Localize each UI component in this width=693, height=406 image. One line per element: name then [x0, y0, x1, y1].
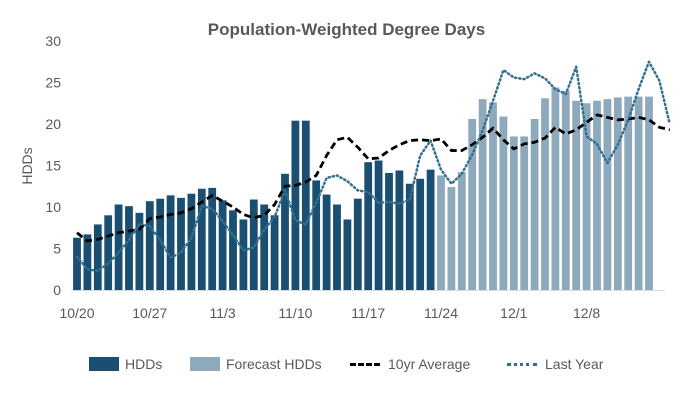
legend-item-last-year: Last Year — [507, 356, 603, 372]
bar-hdds — [353, 198, 362, 290]
bar-forecast-hdds — [530, 119, 539, 291]
bar-forecast-hdds — [541, 98, 549, 291]
x-tick-label: 10/20 — [59, 305, 94, 321]
y-tick-label: 15 — [45, 158, 61, 174]
x-tick-label: 12/1 — [500, 305, 527, 321]
y-tick-label: 5 — [53, 241, 61, 257]
bar-hdds — [135, 212, 144, 290]
y-tick-label: 0 — [53, 282, 61, 298]
bar-hdds — [114, 204, 123, 290]
bar-hdds — [249, 199, 258, 290]
bar-hdds — [208, 187, 217, 290]
bar-forecast-hdds — [478, 99, 487, 290]
bar-forecast-hdds — [551, 87, 560, 290]
bar-forecast-hdds — [447, 187, 456, 290]
legend-label-10yr-average: 10yr Average — [388, 356, 471, 372]
bar-hdds — [93, 224, 102, 290]
x-tick-label: 12/8 — [573, 305, 600, 321]
bar-hdds — [281, 173, 289, 290]
bar-series-group — [73, 87, 653, 291]
bar-hdds — [426, 169, 435, 290]
bar-forecast-hdds — [509, 136, 518, 290]
bar-forecast-hdds — [582, 103, 591, 290]
line-last-year — [75, 60, 672, 273]
bar-hdds — [239, 219, 248, 290]
legend-swatch-forecast-hdds — [190, 357, 220, 371]
bar-forecast-hdds — [489, 102, 497, 290]
bar-forecast-hdds — [572, 100, 581, 290]
bar-hdds — [301, 120, 310, 291]
bar-hdds — [83, 234, 92, 290]
bar-hdds — [343, 219, 352, 290]
bar-hdds — [125, 206, 133, 290]
bar-hdds — [197, 188, 206, 290]
bar-hdds — [166, 195, 175, 290]
legend-item-10yr-average: 10yr Average — [350, 356, 470, 372]
bar-hdds — [156, 198, 165, 290]
x-tick-label: 11/10 — [278, 305, 312, 321]
bar-hdds — [374, 160, 383, 290]
bar-forecast-hdds — [645, 96, 653, 290]
bar-hdds — [270, 215, 279, 290]
bar-hdds — [364, 162, 373, 290]
bar-hdds — [177, 197, 185, 290]
bar-hdds — [218, 200, 227, 290]
legend-label-hdds: HDDs — [125, 356, 163, 372]
bar-forecast-hdds — [624, 96, 633, 290]
legend-item-hdds: HDDs — [89, 356, 162, 372]
bar-hdds — [229, 210, 237, 290]
y-tick-label: 20 — [45, 116, 61, 132]
bar-hdds — [104, 215, 113, 290]
bar-hdds — [333, 204, 341, 290]
y-tick-label: 30 — [45, 33, 61, 49]
bar-hdds — [322, 194, 331, 290]
bar-forecast-hdds — [613, 97, 622, 290]
bar-forecast-hdds — [561, 90, 570, 290]
bar-forecast-hdds — [603, 99, 612, 290]
bar-hdds — [395, 170, 404, 290]
x-tick-label: 11/3 — [209, 305, 235, 321]
x-tick-label: 11/17 — [351, 305, 385, 321]
chart-title: Population-Weighted Degree Days — [207, 20, 486, 39]
legend-label-forecast-hdds: Forecast HDDs — [226, 356, 322, 372]
bar-hdds — [416, 178, 425, 290]
y-axis-label: HDDs — [19, 147, 35, 184]
bar-hdds — [291, 120, 300, 291]
line-series-group — [75, 60, 672, 273]
legend: HDDs Forecast HDDs 10yr Average Last Yea… — [0, 356, 693, 378]
bar-forecast-hdds — [499, 116, 508, 290]
bar-forecast-hdds — [457, 172, 466, 290]
bar-hdds — [187, 193, 196, 290]
legend-swatch-last-year — [507, 362, 537, 366]
bar-hdds — [405, 183, 414, 290]
bar-hdds — [312, 180, 321, 290]
bar-forecast-hdds — [593, 100, 601, 290]
bar-forecast-hdds — [437, 175, 445, 290]
legend-label-last-year: Last Year — [545, 356, 604, 372]
x-axis-ticks: 10/20 10/27 11/3 11/10 11/17 11/24 12/1 12/8 — [59, 305, 600, 321]
bar-forecast-hdds — [634, 96, 643, 290]
bar-hdds — [260, 204, 269, 290]
y-tick-label: 10 — [45, 199, 61, 215]
y-axis-ticks: 0 5 10 15 20 25 30 — [45, 33, 61, 298]
legend-swatch-hdds — [89, 357, 119, 371]
x-tick-label: 10/27 — [132, 305, 167, 321]
x-tick-label: 11/24 — [424, 305, 458, 321]
bar-hdds — [73, 237, 81, 290]
legend-swatch-10yr-average — [350, 362, 380, 366]
y-tick-label: 25 — [45, 75, 61, 91]
legend-item-forecast-hdds: Forecast HDDs — [190, 356, 322, 372]
chart-plot-area: 0 5 10 15 20 25 30 HDDs 10/20 10/27 11/3 11/10 11/… — [19, 33, 672, 321]
bar-forecast-hdds — [520, 136, 529, 290]
line-10yr-average — [76, 113, 671, 243]
bar-forecast-hdds — [468, 119, 477, 291]
bar-hdds — [145, 201, 154, 290]
bar-hdds — [385, 172, 393, 290]
